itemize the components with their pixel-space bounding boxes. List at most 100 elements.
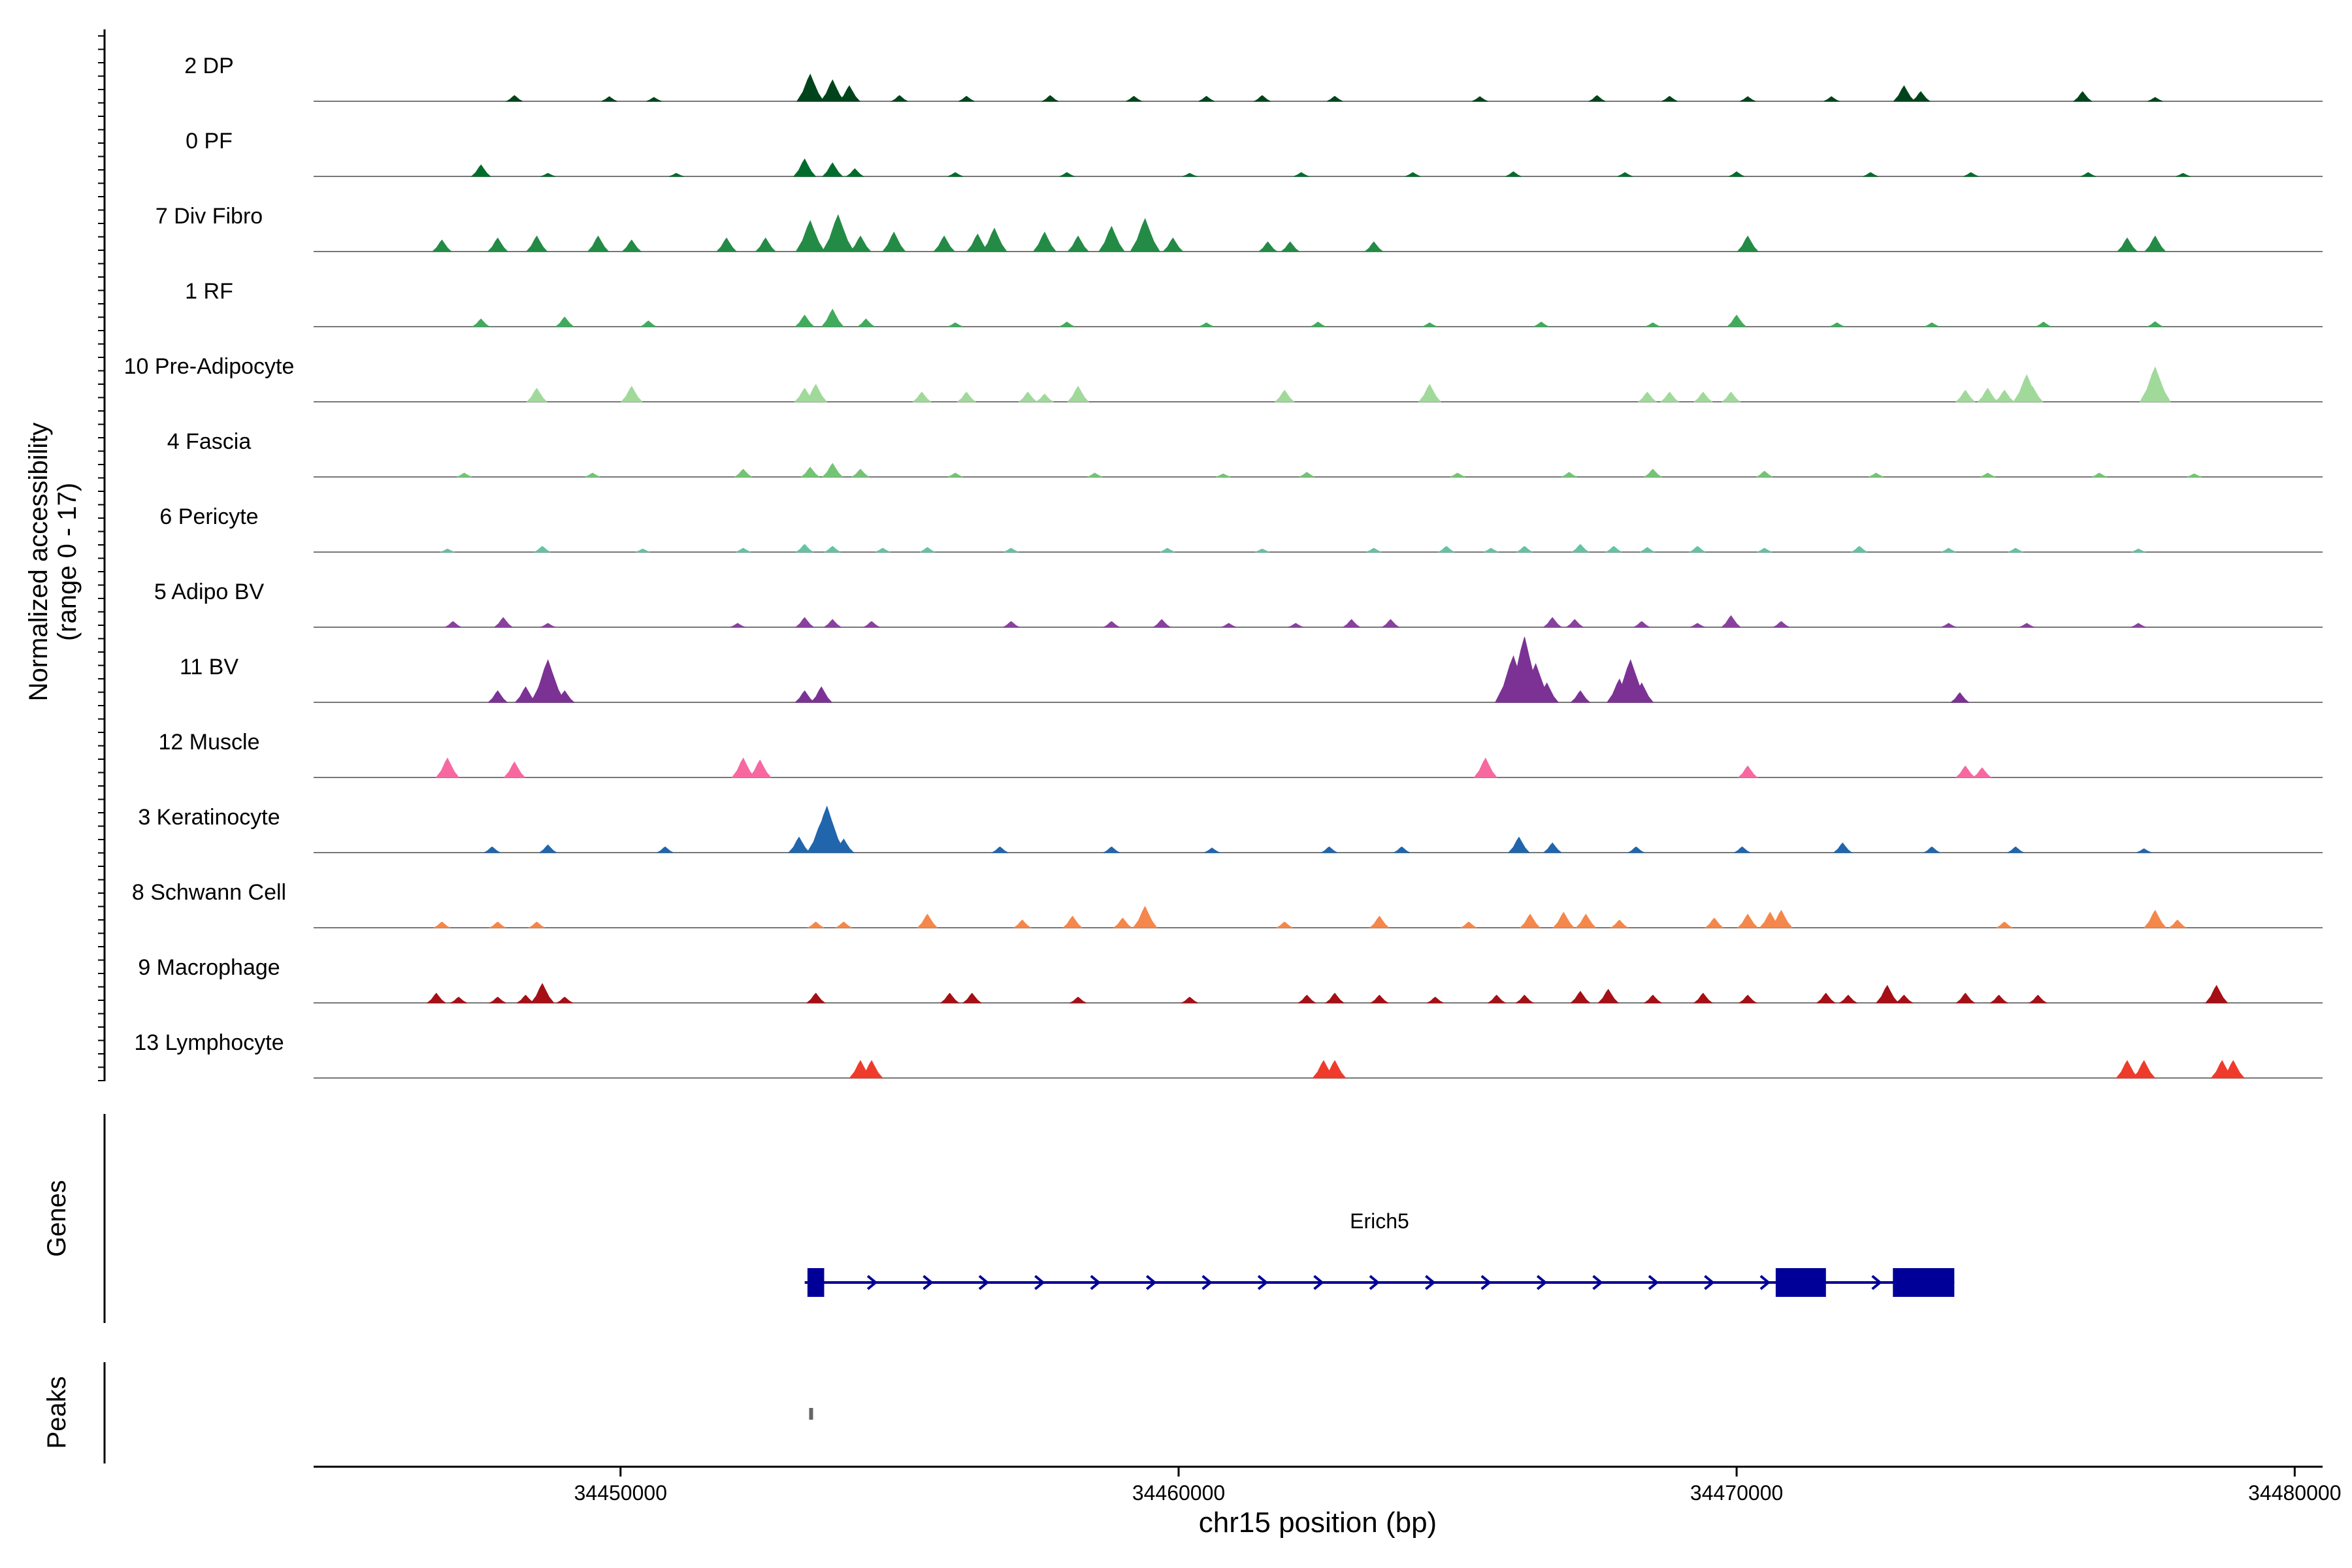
- track-7-div-fibro: [314, 214, 2323, 252]
- peak-mark: [1637, 391, 1658, 402]
- peak-mark: [2116, 237, 2138, 252]
- x-tick-label: 34450000: [574, 1481, 667, 1505]
- peak-mark: [1426, 996, 1444, 1004]
- peak-mark: [860, 1060, 883, 1079]
- peak-mark: [958, 95, 975, 102]
- x-axis: 34450000 34460000 34470000 34480000 chr15 p…: [314, 1465, 2341, 1539]
- y-axis-title-line-2: (range 0 - 17): [53, 483, 82, 641]
- track-label-12-muscle: 12 Muscle: [159, 730, 260, 755]
- peak-mark: [1323, 1060, 1347, 1079]
- peak-mark: [823, 546, 841, 553]
- peak-mark: [1533, 321, 1550, 327]
- peak-mark: [1035, 393, 1054, 402]
- peak-mark: [2187, 473, 2202, 478]
- peak-mark: [794, 617, 815, 628]
- peak-mark: [2148, 97, 2163, 102]
- peak-mark: [1729, 171, 1745, 177]
- peak-mark: [2136, 848, 2152, 853]
- strand-arrow: [978, 1275, 990, 1290]
- track-1-rf: [314, 308, 2323, 327]
- peak-mark: [1369, 915, 1390, 928]
- track-label-8-schwann-cell: 8 Schwann Cell: [132, 880, 286, 905]
- peak-mark: [1102, 846, 1120, 853]
- peak-mark: [806, 992, 826, 1004]
- x-axis-ticks: 34450000 34460000 34470000 34480000: [574, 1467, 2341, 1505]
- peak-mark: [1098, 225, 1125, 252]
- peak-mark: [1297, 994, 1317, 1004]
- peak-mark: [1366, 547, 1382, 553]
- peak-mark: [1955, 389, 1976, 402]
- peak-mark: [736, 547, 751, 553]
- peak-mark: [1994, 389, 2015, 402]
- peak-mark: [939, 992, 960, 1004]
- peak-mark: [845, 168, 865, 177]
- peak-mark: [1002, 621, 1020, 628]
- peak-regions: [809, 1408, 813, 1420]
- gene-models: Erich5: [804, 1209, 1955, 1297]
- peak-mark: [1688, 546, 1706, 553]
- peak-mark: [470, 164, 491, 177]
- peak-mark: [1180, 996, 1198, 1004]
- track-11-bv: [314, 636, 2323, 703]
- peak-mark: [1645, 322, 1661, 327]
- peak-mark: [426, 992, 447, 1004]
- peak-mark: [444, 621, 461, 628]
- y-axis-title-line-1: Normalized accessibility: [24, 423, 53, 702]
- peak-mark: [794, 314, 815, 327]
- peak-mark: [525, 235, 548, 252]
- peak-mark: [1995, 921, 2013, 928]
- track-label-6-pericyte: 6 Pericyte: [159, 504, 258, 529]
- strand-arrow: [1369, 1275, 1380, 1290]
- peak-mark: [433, 921, 450, 928]
- peak-mark: [755, 237, 777, 252]
- track-label-7-div-fibro: 7 Div Fibro: [155, 204, 263, 229]
- peak-mark: [1941, 547, 1957, 553]
- peak-mark: [1833, 842, 1853, 853]
- peak-mark: [1627, 846, 1644, 853]
- peak-mark: [639, 320, 657, 327]
- peak-mark: [1720, 615, 1742, 628]
- gene-exon: [807, 1268, 825, 1297]
- peak-mark: [585, 472, 600, 478]
- track-4-fascia: [314, 463, 2323, 478]
- peak-mark: [2035, 321, 2051, 327]
- peak-mark: [471, 318, 491, 327]
- peak-mark: [912, 391, 932, 402]
- peak-mark: [1342, 619, 1362, 628]
- track-0-pf: [314, 158, 2323, 177]
- peak-mark: [822, 162, 843, 177]
- peak-mark: [527, 921, 546, 928]
- peak-mark: [1515, 994, 1535, 1004]
- peak-mark: [530, 983, 555, 1004]
- track-label-5-adipo-bv: 5 Adipo BV: [154, 580, 265, 604]
- peak-mark: [1737, 913, 1759, 928]
- peak-mark: [1160, 547, 1175, 553]
- peak-mark: [1275, 921, 1293, 928]
- peak-mark: [890, 95, 908, 102]
- strand-arrow: [1536, 1275, 1548, 1290]
- peak-mark: [635, 548, 651, 553]
- peak-mark: [990, 846, 1009, 853]
- peak-mark: [933, 235, 956, 252]
- peak-mark: [2072, 91, 2093, 102]
- peak-mark: [849, 235, 872, 252]
- peak-mark: [483, 846, 500, 853]
- peak-mark: [862, 621, 880, 628]
- x-tick-label: 34470000: [1690, 1481, 1783, 1505]
- peak-mark: [2091, 472, 2107, 478]
- peak-mark: [1693, 391, 1714, 402]
- peak-mark: [1690, 623, 1705, 628]
- peak-mark: [838, 85, 861, 102]
- peak-mark: [1062, 915, 1083, 928]
- peak-mark: [1162, 237, 1184, 252]
- gene-name-label: Erich5: [1350, 1209, 1409, 1233]
- peak-mark: [810, 686, 833, 703]
- peak-mark: [1565, 619, 1585, 628]
- peak-mark: [1381, 619, 1401, 628]
- peak-mark: [833, 838, 855, 853]
- peak-mark: [655, 846, 674, 853]
- track-13-lymphocyte: [314, 1060, 2323, 1079]
- peak-mark: [440, 548, 455, 553]
- peak-mark: [822, 214, 855, 252]
- strand-arrow: [1648, 1275, 1659, 1290]
